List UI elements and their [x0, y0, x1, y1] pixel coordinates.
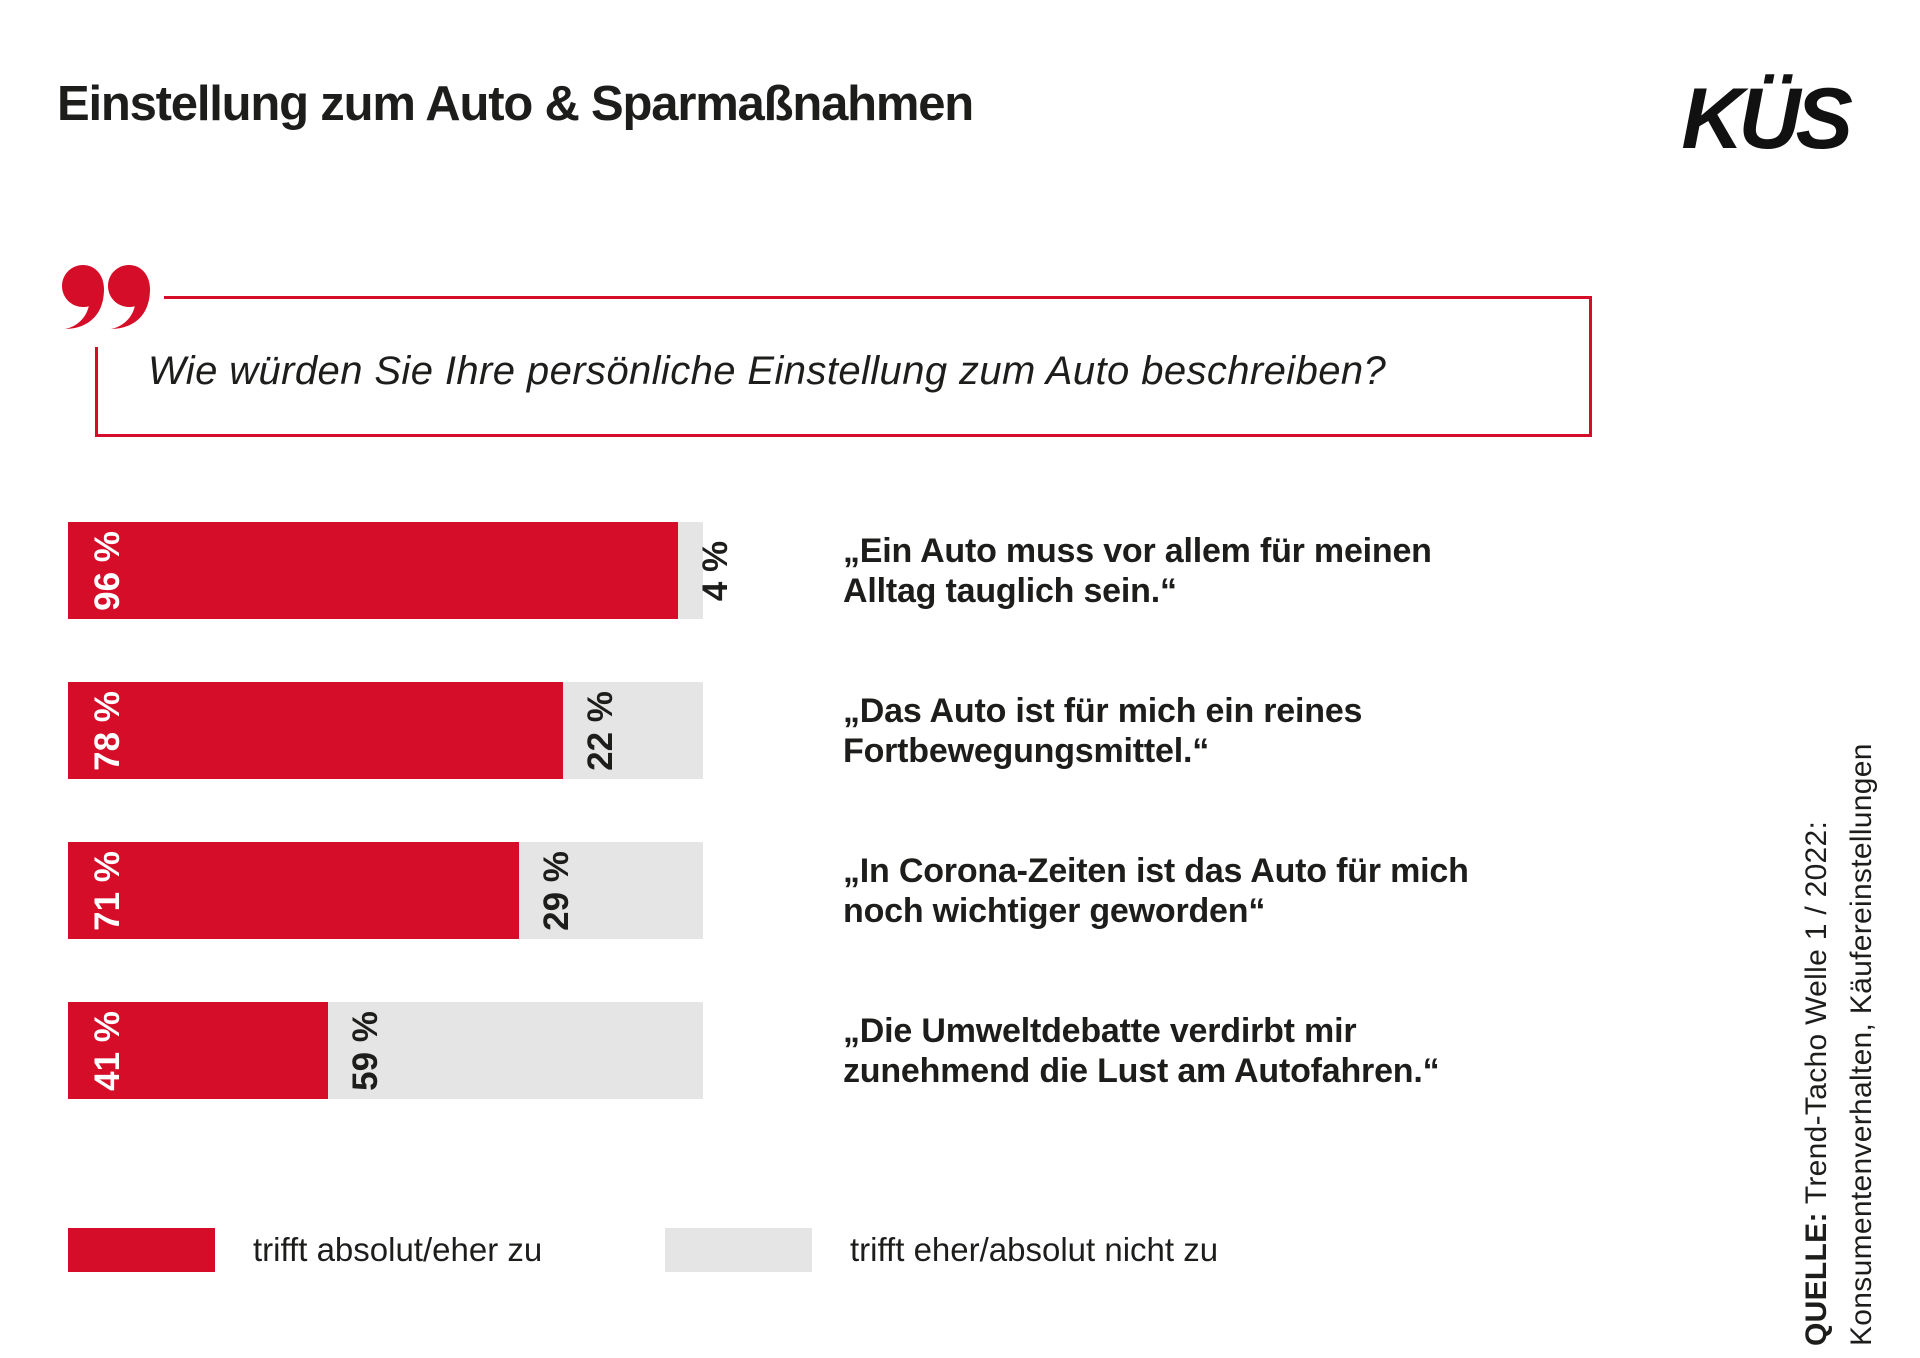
source-note: QUELLE: Trend-Tacho Welle 1 / 2022: Kons… — [1794, 598, 1884, 1346]
bar-row-2: 78 % 22 % „Das Auto ist für mich ein rei… — [68, 682, 1533, 779]
bar-row-3: 71 % 29 % „In Corona-Zeiten ist das Auto… — [68, 842, 1533, 939]
bar-1-disagree-value: 4 % — [695, 540, 735, 601]
statement-2: „Das Auto ist für mich ein reines Fortbe… — [843, 691, 1363, 770]
statement-3: „In Corona-Zeiten ist das Auto für mich … — [843, 851, 1469, 930]
question-box: Wie würden Sie Ihre persönliche Einstell… — [62, 265, 1592, 437]
source-prefix: QUELLE: — [1800, 1212, 1833, 1346]
bar-4-agree-segment: 41 % — [68, 1002, 329, 1099]
quote-icon — [62, 265, 164, 347]
legend-label-agree: trifft absolut/eher zu — [253, 1231, 543, 1268]
legend: trifft absolut/eher zu trifft eher/absol… — [68, 1228, 1568, 1274]
stacked-bar-1: 96 % 4 % — [68, 522, 735, 619]
bar-3-disagree-segment: 29 % — [518, 842, 703, 939]
statement-4: „Die Umweltdebatte verdirbt mir zunehmen… — [843, 1011, 1440, 1090]
bar-2-disagree-segment: 22 % — [563, 682, 703, 779]
legend-label-disagree: trifft eher/absolut nicht zu — [850, 1231, 1219, 1268]
page-title: Einstellung zum Auto & Sparmaßnahmen — [57, 77, 974, 131]
source-line-2: Konsumentenverhalten, Käufereinstellunge… — [1845, 743, 1878, 1346]
bar-2-disagree-value: 22 % — [581, 690, 621, 771]
bar-row-4: 41 % 59 % „Die Umweltdebatte verdirbt mi… — [68, 1002, 1533, 1099]
bar-chart: 96 % 4 % „Ein Auto muss vor allem für me… — [68, 522, 1533, 1162]
bar-4-disagree-segment: 59 % — [328, 1002, 703, 1099]
stacked-bar-2: 78 % 22 % — [68, 682, 703, 779]
source-line-1-rest: Trend-Tacho Welle 1 / 2022: — [1800, 820, 1833, 1213]
bar-1-agree-value: 96 % — [88, 530, 127, 611]
kus-logo: KÜS — [1681, 71, 1853, 167]
legend-item-disagree: trifft eher/absolut nicht zu — [665, 1228, 1218, 1272]
bar-1-disagree-segment: 4 % — [677, 522, 735, 619]
bar-3-agree-segment: 71 % — [68, 842, 519, 939]
bar-4-disagree-value: 59 % — [346, 1010, 386, 1091]
bar-3-agree-value: 71 % — [88, 850, 127, 931]
legend-swatch-agree — [68, 1228, 215, 1272]
bar-2-agree-segment: 78 % — [68, 682, 564, 779]
bar-4-agree-value: 41 % — [88, 1010, 127, 1091]
question-text: Wie würden Sie Ihre persönliche Einstell… — [148, 349, 1387, 393]
legend-item-agree: trifft absolut/eher zu — [68, 1228, 542, 1272]
statement-1: „Ein Auto muss vor allem für meinen Allt… — [843, 531, 1432, 610]
stacked-bar-3: 71 % 29 % — [68, 842, 703, 939]
bar-1-agree-segment: 96 % — [68, 522, 678, 619]
source-line-1: QUELLE: Trend-Tacho Welle 1 / 2022: — [1794, 598, 1839, 1346]
bar-row-1: 96 % 4 % „Ein Auto muss vor allem für me… — [68, 522, 1533, 619]
bar-2-agree-value: 78 % — [88, 690, 127, 771]
stacked-bar-4: 41 % 59 % — [68, 1002, 703, 1099]
legend-swatch-disagree — [665, 1228, 812, 1272]
bar-3-disagree-value: 29 % — [536, 850, 576, 931]
